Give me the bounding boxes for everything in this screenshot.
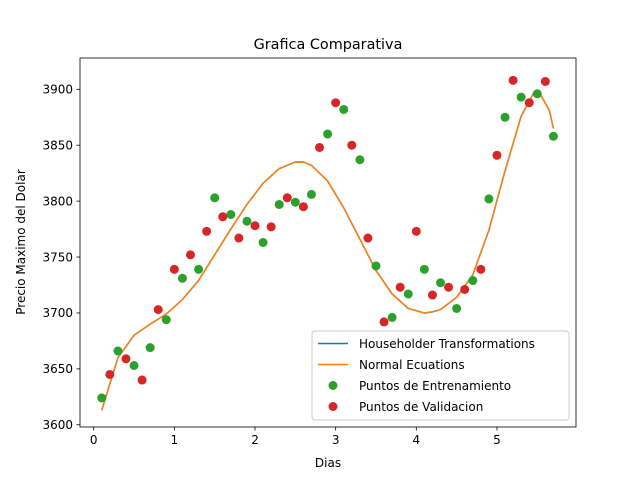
point-train: [290, 197, 300, 207]
y-tick-label: 3650: [42, 362, 73, 376]
point-valid: [137, 375, 147, 385]
points-layer: [97, 75, 558, 403]
point-valid: [411, 226, 421, 236]
legend-swatch-train: [328, 381, 338, 390]
y-axis-label: Precio Maximo del Dolar: [14, 169, 28, 315]
legend-label-train: Puntos de Entrenamiento: [359, 379, 511, 393]
x-tick-label: 4: [412, 433, 420, 447]
point-valid: [282, 193, 292, 203]
point-train: [500, 112, 510, 122]
point-train: [129, 361, 139, 370]
point-train: [548, 131, 558, 141]
point-train: [516, 92, 526, 102]
point-train: [242, 216, 252, 226]
x-axis-ticks: 0 1 2 3 4 5: [90, 427, 501, 447]
chart-title: Grafica Comparativa: [254, 37, 403, 53]
point-valid: [218, 212, 228, 222]
point-train: [258, 238, 268, 247]
point-valid: [540, 76, 550, 86]
point-train: [403, 289, 413, 299]
point-valid: [363, 233, 373, 243]
point-train: [97, 393, 107, 403]
point-train: [323, 129, 333, 139]
plot-area: [79, 57, 577, 428]
point-train: [177, 273, 187, 283]
y-tick-label: 3900: [42, 83, 73, 97]
axes-frame: [79, 57, 577, 428]
legend-label-householder: Householder Transformations: [359, 337, 535, 351]
point-train: [452, 303, 462, 313]
point-valid: [508, 75, 518, 85]
x-axis-label: Dias: [315, 456, 341, 470]
x-tick-label: 3: [332, 433, 340, 447]
y-tick-label: 3850: [42, 139, 73, 153]
point-train: [194, 264, 204, 274]
point-valid: [298, 202, 308, 212]
point-train: [355, 155, 365, 165]
point-train: [484, 194, 494, 204]
point-valid: [492, 150, 502, 160]
y-tick-label: 3750: [42, 250, 73, 264]
point-valid: [315, 142, 325, 152]
point-valid: [331, 98, 341, 108]
point-valid: [444, 282, 454, 292]
series-layer: [101, 92, 555, 411]
y-axis-ticks: 3600 3650 3700 3750 3800 3850 3900: [42, 83, 80, 432]
point-valid: [153, 305, 163, 315]
point-train: [436, 278, 446, 288]
point-valid: [266, 222, 276, 232]
legend-box: [311, 330, 570, 421]
point-valid: [202, 226, 212, 236]
point-valid: [105, 369, 115, 379]
point-train: [210, 193, 220, 203]
legend-label-valid: Puntos de Validacion: [359, 400, 483, 414]
series-line-normal: [101, 92, 555, 411]
point-train: [161, 315, 171, 325]
point-valid: [524, 98, 534, 108]
point-train: [306, 189, 316, 199]
point-valid: [476, 264, 486, 274]
legend: Householder Transformations Normal Ecuat…: [311, 330, 570, 421]
point-train: [532, 89, 542, 99]
x-tick-label: 1: [171, 433, 179, 447]
y-tick-label: 3800: [42, 194, 73, 208]
point-train: [339, 104, 349, 114]
point-train: [387, 312, 397, 322]
point-train: [145, 343, 155, 353]
x-tick-label: 2: [251, 433, 259, 447]
point-valid: [347, 140, 357, 150]
point-train: [419, 264, 429, 274]
point-train: [468, 276, 478, 286]
point-valid: [250, 221, 260, 231]
legend-label-normal: Normal Ecuations: [359, 358, 465, 372]
point-valid: [169, 264, 179, 274]
point-train: [226, 210, 236, 220]
y-tick-label: 3600: [42, 418, 73, 432]
point-valid: [234, 233, 244, 243]
point-valid: [395, 282, 405, 292]
point-valid: [427, 290, 437, 300]
point-train: [113, 346, 123, 356]
legend-swatch-valid: [328, 402, 338, 411]
point-valid: [460, 284, 470, 294]
point-valid: [379, 317, 389, 327]
point-train: [371, 261, 381, 271]
point-train: [274, 199, 284, 209]
point-valid: [121, 354, 131, 364]
x-tick-label: 0: [90, 433, 98, 447]
point-valid: [185, 250, 195, 260]
y-tick-label: 3700: [42, 306, 73, 320]
x-tick-label: 5: [493, 433, 501, 447]
